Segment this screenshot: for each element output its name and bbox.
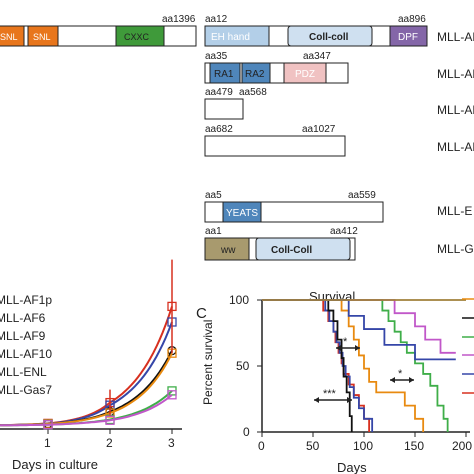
mll-end-label: aa1396 (162, 14, 196, 25)
growth-series-group (0, 259, 177, 430)
survival-line-mll-enl (262, 299, 449, 432)
construct-start: aa682 (205, 124, 233, 135)
construct-name: MLL-E (437, 204, 472, 218)
x-tick-label: 2 (106, 436, 113, 450)
panel-c: C Survival Percent survival Days 0 50 10… (196, 289, 474, 474)
construct-af-4: aa682 aa1027 MLL-AF (204, 124, 474, 157)
legend-entry: MLL-AF1p (0, 293, 52, 307)
domain-label-snl-2: SNL (33, 32, 51, 42)
panel-letter: C (196, 305, 207, 322)
legend-entry: MLL-AF9 (0, 329, 46, 343)
construct-af-1: EH hand Coll-coll DPF aa12 aa896 MLL-AF (204, 14, 474, 47)
construct-name: MLL-AF (437, 103, 474, 117)
domain-label-ra1: RA1 (214, 69, 234, 80)
legend-entry: MLL-Gas7 (0, 383, 52, 397)
construct-start: aa479 (205, 87, 233, 98)
panel-b: MLL-AF1p MLL-AF6 MLL-AF9 MLL-AF10 MLL-EN… (0, 259, 182, 472)
construct-end: aa559 (348, 190, 376, 201)
y-tick-label: 0 (243, 425, 250, 439)
survival-line-mll-gas7 (262, 299, 456, 354)
domain-label-coil: Coll-Coll (271, 245, 312, 256)
legend-swatches (462, 298, 474, 394)
legend-entry: MLL-AF10 (0, 347, 52, 361)
domain-label-cxxc: CXXC (124, 32, 150, 42)
panel-b-x-ticks: 1 2 3 (44, 429, 175, 450)
survival-line-mll-af1p (262, 299, 370, 432)
construct-name: MLL-AF (437, 140, 474, 154)
x-tick-label: 0 (258, 439, 265, 453)
construct-start: aa12 (205, 14, 228, 25)
construct-end: aa1027 (302, 124, 336, 135)
panel-b-x-label: Days in culture (12, 457, 98, 472)
construct-end: aa896 (398, 14, 426, 25)
domain-label-yeats: YEATS (226, 208, 258, 219)
sig-mark: *** (323, 388, 337, 400)
construct-end: aa347 (303, 51, 331, 62)
construct-name: MLL-AF (437, 67, 474, 81)
domain-label-coil: Coll-coll (309, 32, 349, 43)
x-ticks: 0 50 100 150 200 (258, 432, 472, 453)
significance-markers: * * *** (314, 336, 414, 403)
construct-enl: YEATS aa5 aa559 MLL-E (204, 190, 472, 223)
construct-start: aa5 (205, 190, 222, 201)
survival-line-mll-af6 (262, 299, 374, 432)
survival-line-mll-af10 (262, 299, 425, 432)
x-tick-label: 100 (353, 439, 373, 453)
survival-line-mll-af9 (262, 299, 353, 432)
x-tick-label: 50 (306, 439, 320, 453)
mll-protein-bar: SNL SNL CXXC aa1396 (0, 14, 197, 47)
construct-name: MLL-AF (437, 30, 474, 44)
legend-entry: MLL-ENL (0, 365, 47, 379)
domain-label-eh: EH hand (211, 32, 250, 43)
growth-point (167, 390, 177, 400)
construct-start: aa1 (205, 226, 222, 237)
domain-label-pdz: PDZ (295, 69, 315, 80)
x-axis-label: Days (337, 460, 367, 474)
survival-line-mll-gas7-b (262, 299, 456, 361)
growth-point (43, 420, 53, 430)
construct-af-3: aa479 aa568 MLL-AF (204, 87, 474, 120)
x-tick-label: 3 (168, 436, 175, 450)
construct-end: aa412 (330, 226, 358, 237)
survival-series-group (262, 299, 466, 432)
y-axis-label: Percent survival (201, 320, 215, 405)
construct-af-2: RA1 RA2 PDZ aa35 aa347 MLL-AF (204, 51, 474, 84)
x-tick-label: 1 (44, 436, 51, 450)
y-tick-label: 50 (236, 359, 250, 373)
growth-line-mll-gas7 (0, 394, 173, 427)
x-tick-label: 200 (452, 439, 472, 453)
domain-label-ww: ww (220, 245, 236, 256)
domain-label-ra2: RA2 (245, 69, 265, 80)
domain-label-dpf: DPF (398, 32, 418, 43)
sig-mark: * (398, 368, 403, 380)
domain-label-snl-1: SNL (0, 32, 18, 42)
growth-point (105, 415, 115, 425)
construct-start: aa35 (205, 51, 228, 62)
legend-entry: MLL-AF6 (0, 311, 46, 325)
construct-end: aa568 (239, 87, 267, 98)
x-tick-label: 150 (404, 439, 424, 453)
y-tick-label: 100 (229, 293, 249, 307)
y-ticks: 0 50 100 (229, 293, 262, 439)
construct-name: MLL-G (437, 242, 474, 256)
sig-mark: * (343, 336, 348, 348)
panel-b-legend: MLL-AF1p MLL-AF6 MLL-AF9 MLL-AF10 MLL-EN… (0, 293, 52, 397)
construct-gas7: ww Coll-Coll aa1 aa412 MLL-G (204, 226, 474, 261)
